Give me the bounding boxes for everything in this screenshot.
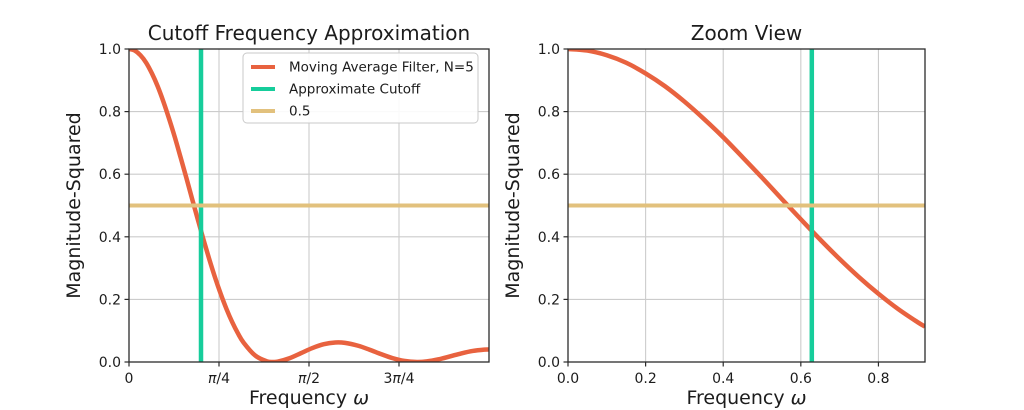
x-tick-label: π/4 <box>208 371 230 387</box>
x-tick-label: 3π/4 <box>384 371 415 387</box>
axes-spines <box>567 48 926 363</box>
x-tick-label: π/2 <box>298 371 320 387</box>
x-axis-label: Frequency ω <box>249 387 369 409</box>
y-tick-label: 1.0 <box>538 42 560 58</box>
omega-glyph: ω <box>353 387 369 409</box>
y-tick-label: 0.8 <box>538 105 560 121</box>
label-part: 3 <box>384 371 393 387</box>
x-axis-label: Frequency ω <box>686 387 806 409</box>
x-tick-label: 0.4 <box>712 371 734 387</box>
label-part: /2 <box>306 371 320 387</box>
label-part: Frequency <box>249 387 353 409</box>
x-tick-label: 0 <box>125 371 134 387</box>
legend-label: 0.5 <box>289 104 310 120</box>
chart-title: Zoom View <box>691 21 802 45</box>
y-tick-label: 0.4 <box>538 230 560 246</box>
x-tick-label: 0.0 <box>557 371 579 387</box>
x-tick-label: 0.6 <box>790 371 812 387</box>
y-tick-label: 0.0 <box>538 355 560 371</box>
legend-label: Moving Average Filter, N=5 <box>289 60 474 76</box>
y-tick-label: 0.6 <box>99 167 121 183</box>
pi-glyph: π <box>208 371 217 387</box>
omega-glyph: ω <box>791 387 807 409</box>
pi-glyph: π <box>298 371 307 387</box>
legend: Moving Average Filter, N=5 Approximate Cu… <box>242 52 479 124</box>
y-tick-label: 0.2 <box>99 292 121 308</box>
x-tick-label: 0.8 <box>867 371 889 387</box>
pi-glyph: π <box>392 371 401 387</box>
y-tick-label: 0.2 <box>538 292 560 308</box>
y-tick-label: 0.0 <box>99 355 121 371</box>
label-part: Frequency <box>686 387 790 409</box>
label-part: /4 <box>401 371 415 387</box>
legend-box <box>242 52 479 124</box>
label-part: /4 <box>216 371 230 387</box>
x-tick-label: 0.2 <box>634 371 656 387</box>
y-tick-label: 1.0 <box>99 42 121 58</box>
y-axis-label: Magnitude-Squared <box>63 112 85 298</box>
chart-right: 0.0 0.2 0.4 0.6 0.8 0.0 0.2 0.4 0.6 0.8 1.0 Zoom Vi… <box>502 21 926 409</box>
chart-title: Cutoff Frequency Approximation <box>148 21 470 45</box>
y-tick-label: 0.4 <box>99 230 121 246</box>
y-tick-label: 0.8 <box>99 105 121 121</box>
y-axis-label: Magnitude-Squared <box>502 112 524 298</box>
y-tick-label: 0.6 <box>538 167 560 183</box>
series-moving-average-filter <box>568 49 925 329</box>
legend-label: Approximate Cutoff <box>289 82 421 98</box>
